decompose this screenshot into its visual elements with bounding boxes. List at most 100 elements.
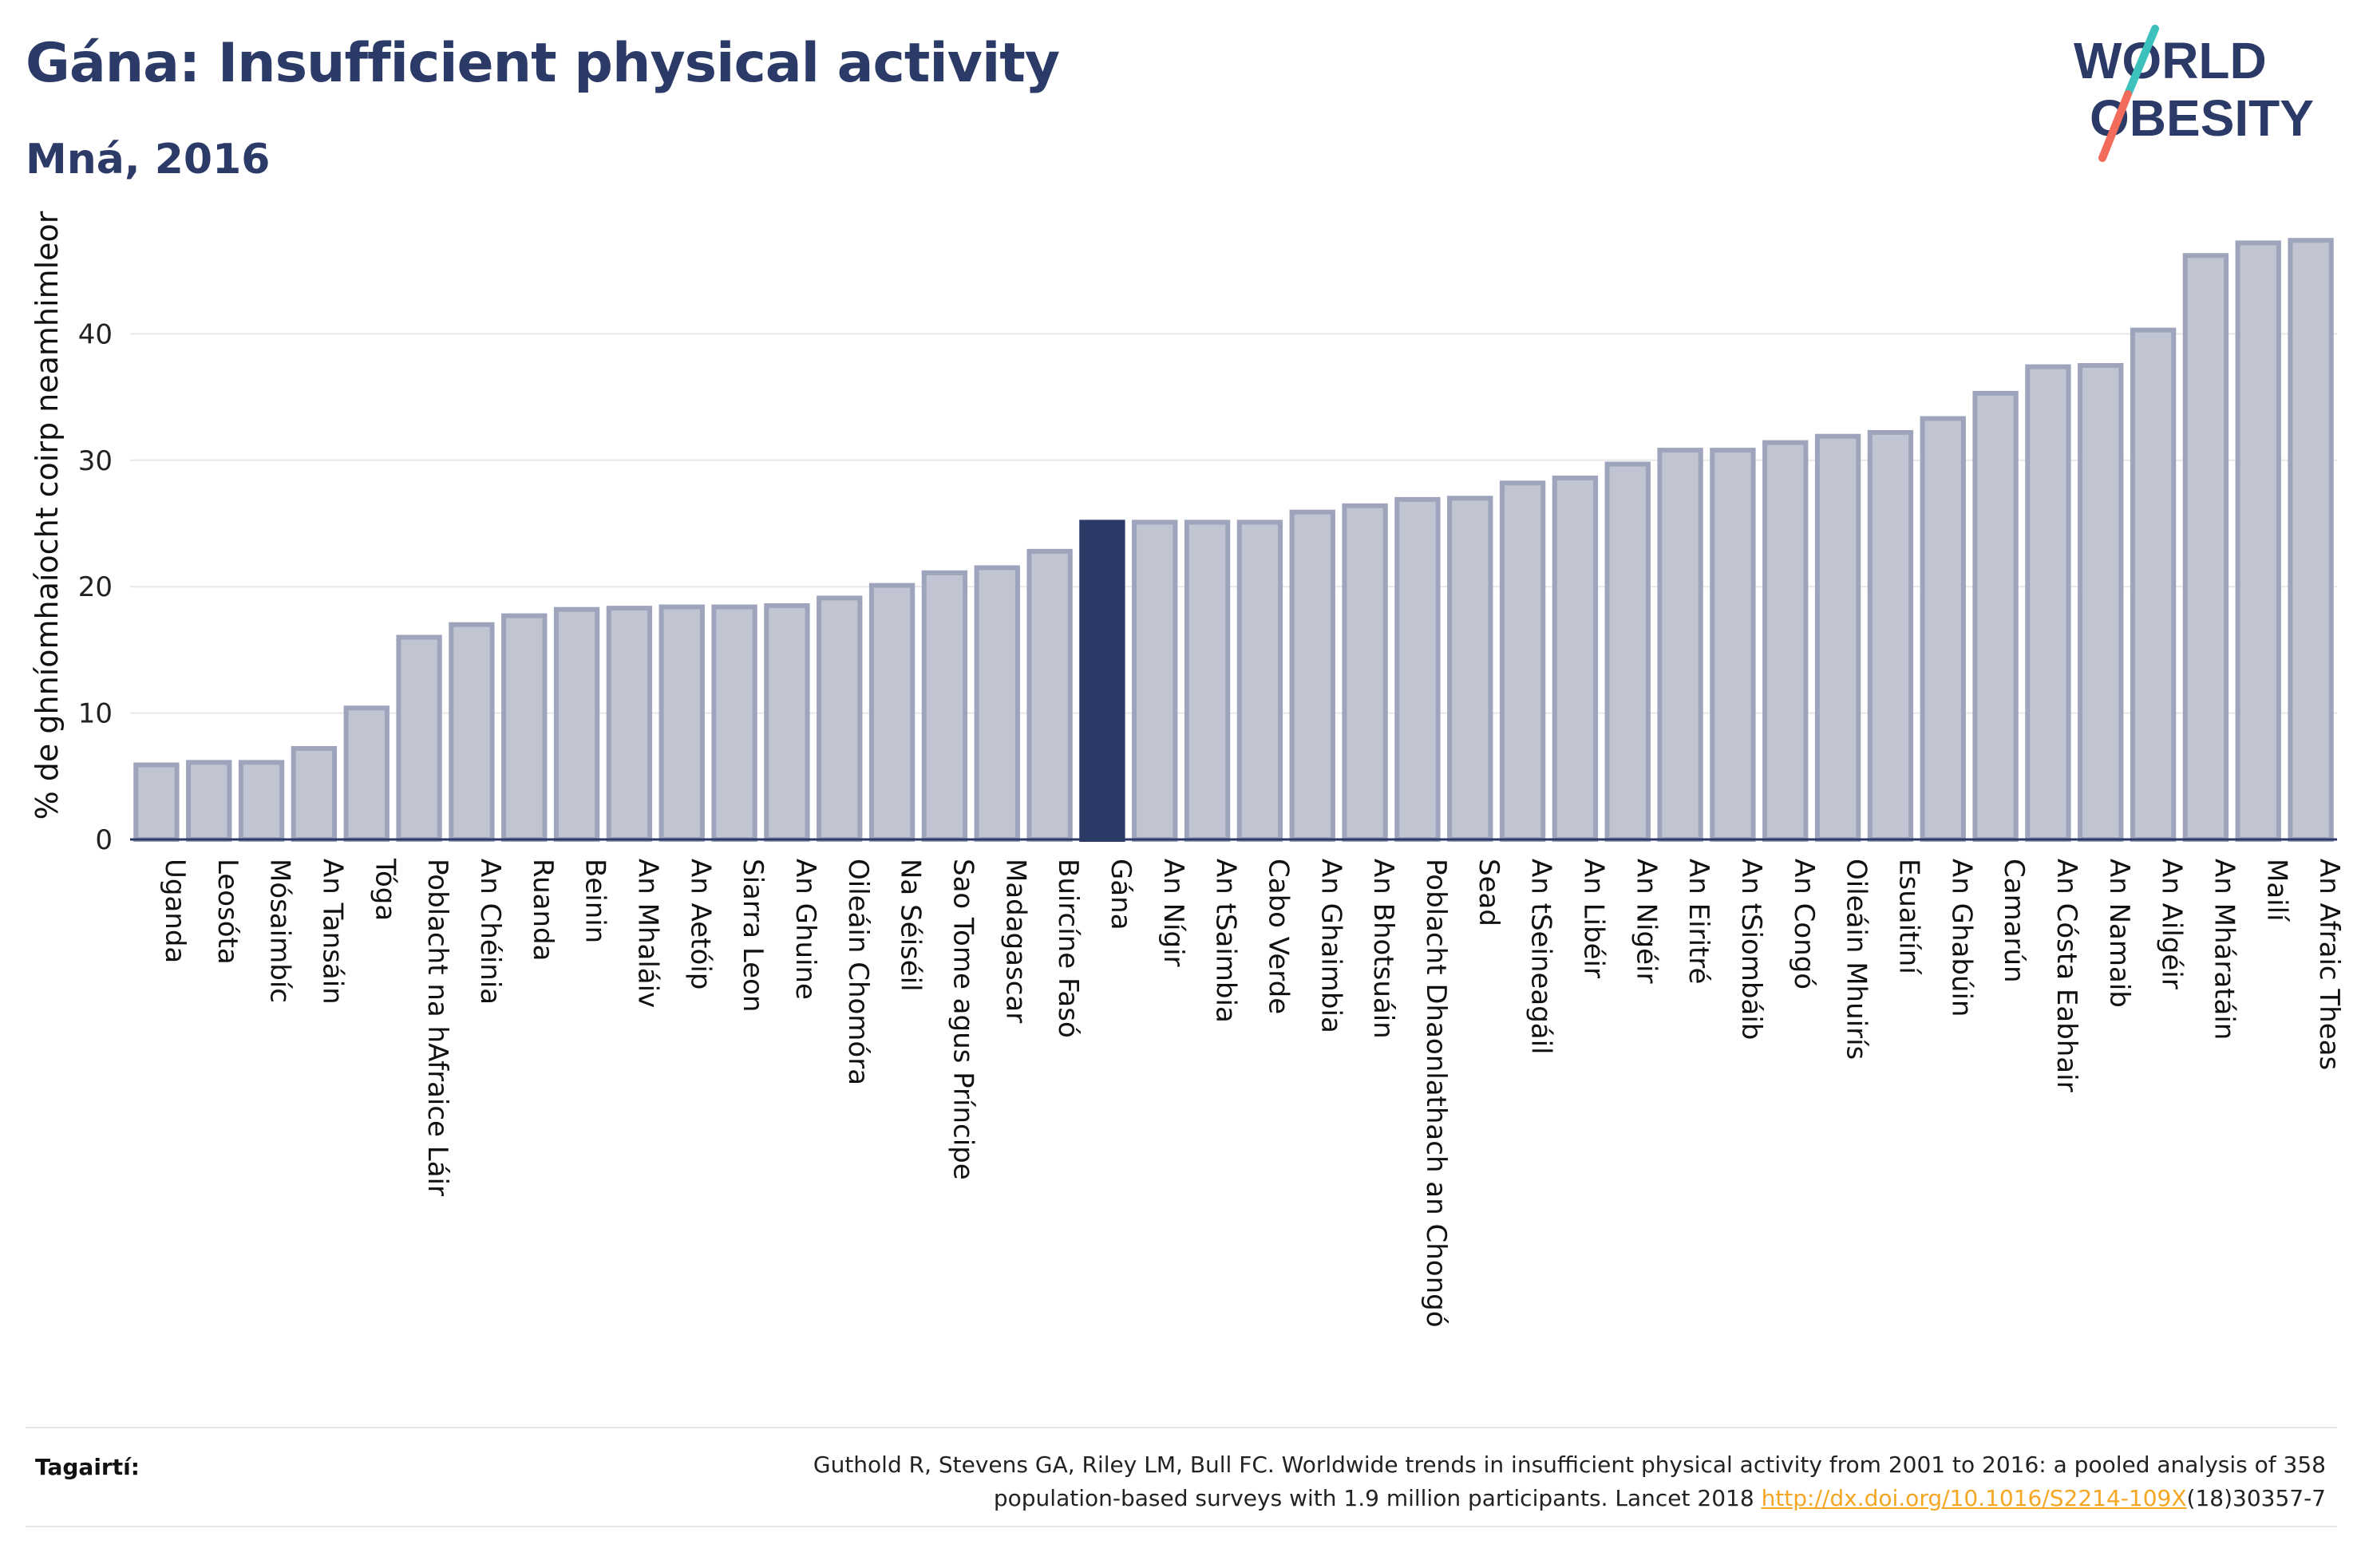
bar <box>1657 448 1703 842</box>
bar <box>764 602 810 843</box>
bar <box>2182 253 2229 842</box>
references-label: Tagairtí: <box>35 1454 140 1480</box>
bar <box>343 705 390 842</box>
x-tick-label: Oileáin Chomóra <box>842 859 874 1085</box>
bar <box>1236 519 1283 843</box>
x-tick-label: Esuaitíní <box>1892 859 1924 975</box>
logo-line1: WORLD <box>2074 32 2267 89</box>
y-axis-title: % de ghníomhaíocht coirp neamhimleor <box>30 211 65 820</box>
x-tick-label: Uganda <box>159 859 191 963</box>
x-tick-label: An Bhotsuáin <box>1367 859 1399 1039</box>
bar <box>1132 519 1178 843</box>
bar <box>2078 363 2124 842</box>
bar <box>1499 480 1546 842</box>
x-tick-label: An Mháratáin <box>2208 859 2240 1040</box>
x-tick-label: An tSeineagáil <box>1525 859 1557 1055</box>
logo-slash-top <box>2124 25 2159 98</box>
x-tick-label: An Tansáin <box>316 859 348 1005</box>
y-tick-label: 40 <box>78 318 113 350</box>
chart-subtitle: Mná, 2016 <box>26 136 271 184</box>
references-citation: Guthold R, Stevens GA, Riley LM, Bull FC… <box>490 1448 2326 1515</box>
bar <box>238 760 285 842</box>
x-tick-label: An Cósta Eabhair <box>2051 859 2082 1092</box>
footer-divider-top <box>26 1427 2337 1428</box>
y-tick-label: 0 <box>95 824 113 856</box>
x-tick-label: Mósaimbíc <box>264 859 296 1003</box>
bar <box>133 762 180 843</box>
bar <box>658 604 705 842</box>
bar <box>1762 440 1809 843</box>
x-tick-label: An Ailgéir <box>2156 859 2188 989</box>
bar <box>1447 496 1493 842</box>
citation-part2: population-based surveys with 1.9 millio… <box>993 1485 1762 1511</box>
world-obesity-logo: WORLD OBESITY <box>2074 25 2314 162</box>
x-tick-label: An Nigéir <box>1630 859 1662 983</box>
bar <box>921 570 968 842</box>
x-tick-label: An Namaib <box>2103 859 2135 1008</box>
x-tick-label: Gána <box>1105 859 1137 930</box>
bar <box>1394 496 1441 842</box>
bar <box>2288 238 2334 842</box>
bar <box>1920 416 1966 842</box>
x-tick-label: An Ghaimbia <box>1315 859 1347 1033</box>
x-tick-label: Tóga <box>369 858 401 921</box>
x-tick-label: An Chéinia <box>474 859 506 1005</box>
bar <box>2235 240 2281 842</box>
x-tick-label: Sead <box>1473 859 1505 926</box>
bar <box>1710 448 1756 842</box>
footer-divider-bottom <box>26 1526 2337 1527</box>
x-tick-label: An Congó <box>1788 859 1820 989</box>
bar <box>974 565 1020 842</box>
bar <box>1972 390 2019 842</box>
bar <box>553 606 600 842</box>
citation-doi-link[interactable]: http://dx.doi.org/10.1016/S2214-109X <box>1761 1485 2187 1511</box>
x-tick-label: Cabo Verde <box>1262 859 1294 1014</box>
x-tick-label: An Eiritré <box>1683 859 1714 984</box>
bar <box>501 613 548 843</box>
x-tick-label: Beinin <box>579 859 611 943</box>
x-tick-label: Poblacht Dhaonlathach an Chongó <box>1420 859 1452 1328</box>
x-tick-label: Ruanda <box>527 859 559 961</box>
x-tick-label: Na Séiséil <box>895 859 927 992</box>
bar <box>396 634 442 842</box>
x-tick-label: Mailí <box>2260 859 2292 922</box>
bar <box>1552 475 1599 842</box>
bar <box>711 604 757 842</box>
bar <box>1342 503 1388 842</box>
x-tick-label: Poblacht na hAfraice Láir <box>421 859 453 1196</box>
x-tick-label: An tSiombáib <box>1735 859 1767 1040</box>
y-tick-label: 20 <box>78 571 113 603</box>
bar <box>2130 327 2177 842</box>
bar <box>1026 548 1073 843</box>
x-tick-label: Madagascar <box>999 859 1031 1023</box>
chart-title: Gána: Insufficient physical activity <box>26 32 1060 95</box>
x-tick-label: An Mhaláiv <box>631 859 663 1008</box>
x-tick-label: An Aetóip <box>684 859 716 989</box>
x-tick-label: An Libéir <box>1577 859 1609 978</box>
bar <box>1289 509 1335 843</box>
bar <box>817 595 863 842</box>
bar <box>1867 429 1914 843</box>
x-tick-label: An Nígir <box>1157 859 1189 967</box>
x-tick-label: Leosóta <box>212 859 243 965</box>
bar-highlight <box>1079 519 1125 843</box>
x-tick-label: Oileáin Mhuirís <box>1841 859 1873 1060</box>
bar <box>186 760 232 842</box>
bar <box>449 622 495 842</box>
bar <box>606 606 653 842</box>
x-tick-label: Camarún <box>1998 859 2030 983</box>
bar <box>2025 364 2071 843</box>
y-tick-label: 10 <box>78 698 113 730</box>
citation-part3: (18)30357-7 <box>2186 1485 2326 1511</box>
citation-part1: Guthold R, Stevens GA, Riley LM, Bull FC… <box>813 1451 2326 1478</box>
bar <box>1184 519 1231 843</box>
x-tick-label: Siarra Leon <box>737 859 769 1012</box>
x-tick-label: An Afraic Theas <box>2313 859 2345 1070</box>
bar <box>291 745 338 843</box>
bar <box>1814 433 1861 842</box>
x-tick-label: An Ghabúin <box>1945 859 1977 1017</box>
bar <box>1604 461 1651 842</box>
y-tick-label: 30 <box>78 445 113 477</box>
bar <box>868 583 916 843</box>
x-tick-label: Buircíne Fasó <box>1052 859 1084 1038</box>
